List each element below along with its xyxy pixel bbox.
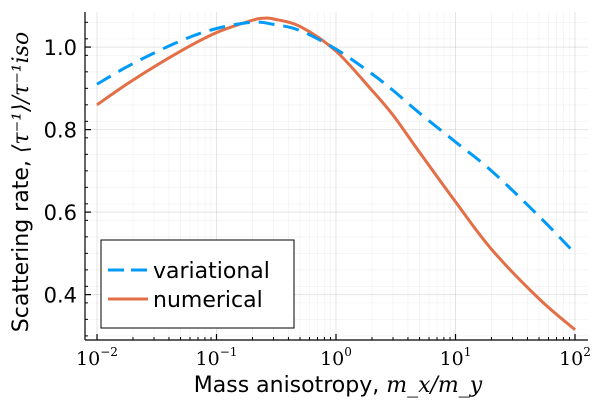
y-tick-label: 0.6: [44, 201, 77, 225]
x-tick-label: 102: [559, 345, 591, 370]
x-tick-label-exponent: 0: [344, 345, 352, 359]
series-line-variational: [96, 20, 577, 255]
x-tick-label-base: 10: [320, 348, 344, 370]
x-tick-label-exponent: −1: [220, 345, 238, 359]
series-lines: [96, 16, 577, 331]
legend-box: [100, 239, 295, 329]
x-tick-label-base: 10: [559, 348, 583, 370]
x-axis-label-math: m_x/m_y: [386, 373, 483, 398]
x-tick-label-exponent: −2: [100, 345, 118, 359]
y-axis-label-text: Scattering rate,: [9, 153, 34, 332]
x-tick-label: 101: [440, 345, 472, 370]
x-tick-label-base: 10: [440, 348, 464, 370]
x-tick-label: 10−1: [196, 345, 238, 370]
y-axis-label: Scattering rate, ⟨τ⁻¹⟩/τ⁻¹iso: [9, 32, 34, 332]
x-axis-label: Mass anisotropy, m_x/m_y: [194, 373, 483, 398]
x-tick-label-exponent: 1: [464, 345, 472, 359]
y-axis-label-math: ⟨τ⁻¹⟩/τ⁻¹iso: [9, 32, 34, 153]
legend: variational numerical: [100, 239, 295, 329]
x-tick-label-base: 10: [196, 348, 220, 370]
x-tick-label: 10−2: [76, 345, 118, 370]
x-tick-label-exponent: 2: [583, 345, 591, 359]
x-axis-label-text: Mass anisotropy,: [194, 373, 386, 398]
y-tick-label: 0.8: [44, 119, 77, 143]
legend-label-variational: variational: [153, 259, 270, 284]
axes: [84, 12, 588, 341]
legend-label-numerical: numerical: [153, 288, 263, 313]
x-tick-label: 100: [320, 345, 352, 370]
y-tick-label: 1.0: [44, 36, 77, 60]
x-tick-label-base: 10: [76, 348, 100, 370]
y-tick-label: 0.4: [44, 284, 77, 308]
